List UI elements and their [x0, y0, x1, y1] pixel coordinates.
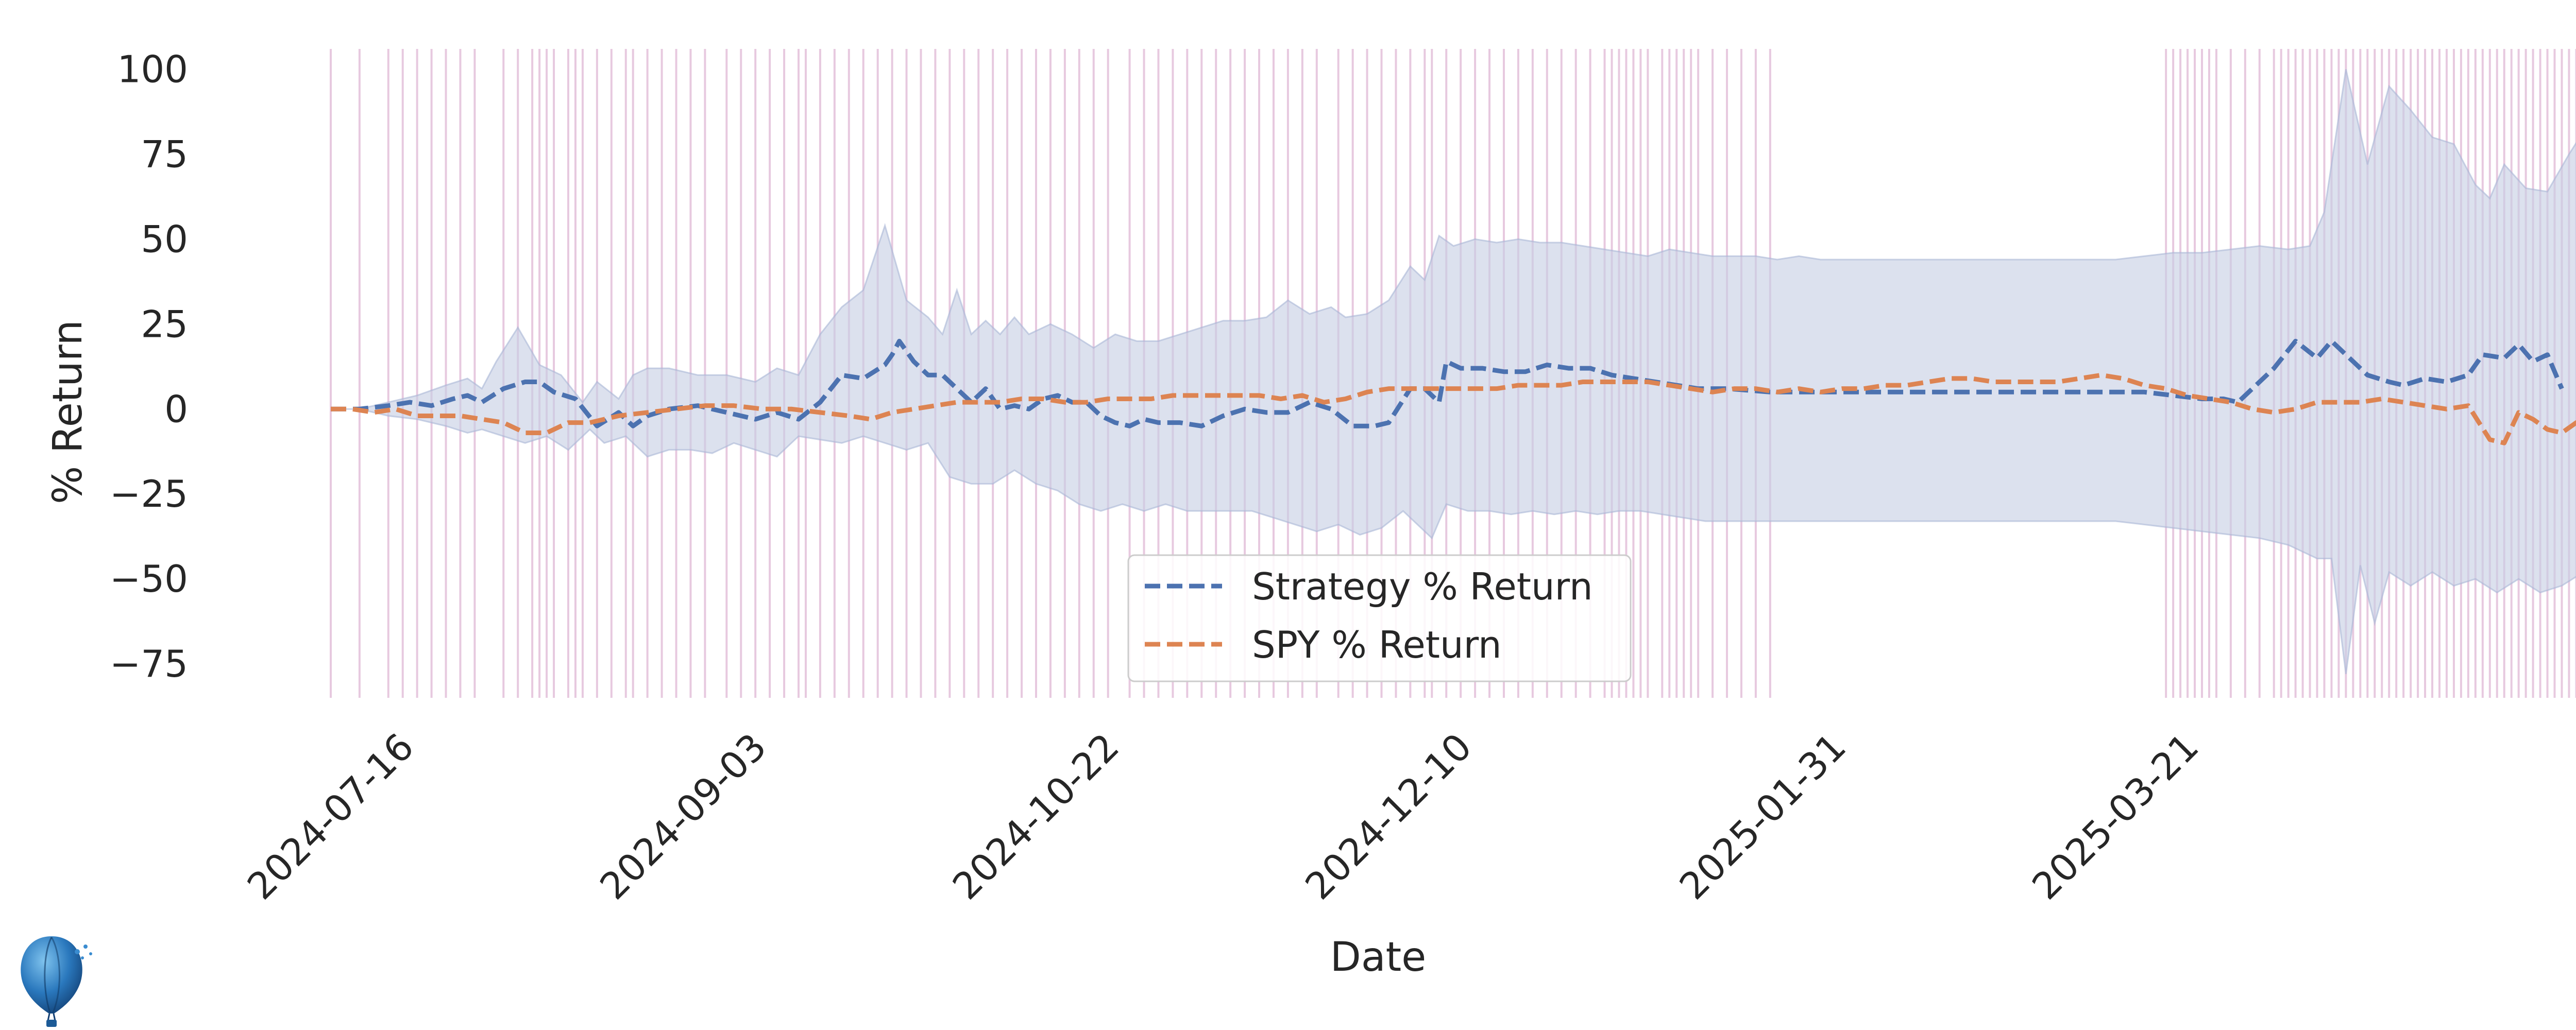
legend-box [1127, 554, 1632, 682]
legend-label-spy: SPY % Return [1252, 623, 1502, 666]
legend: Strategy % Return SPY % Return [1127, 554, 1632, 682]
y-tick-label: 75 [141, 133, 188, 176]
y-tick-label: 25 [141, 302, 188, 346]
legend-label-strategy: Strategy % Return [1252, 565, 1593, 608]
strategy-line [331, 338, 2564, 428]
x-tick-label: 2024-10-22 [944, 725, 1127, 908]
y-tick-label: 100 [117, 48, 188, 91]
y-tick-label: 50 [141, 217, 188, 261]
y-axis-ticks: 100 75 50 25 0 −25 −50 −75 [110, 48, 188, 685]
y-tick-label: −25 [110, 472, 188, 516]
balloon-logo [21, 936, 92, 1027]
confidence-band-area [331, 69, 2576, 675]
x-tick-label: 2025-03-21 [2024, 725, 2207, 908]
series-lines [331, 338, 2576, 445]
x-tick-label: 2024-12-10 [1297, 725, 1480, 908]
y-tick-label: −75 [110, 642, 188, 685]
y-axis-label: % Return [45, 320, 91, 504]
y-tick-label: −50 [110, 557, 188, 600]
confidence-band [331, 69, 2576, 675]
spy-line [331, 372, 2576, 445]
y-tick-label: 0 [164, 387, 188, 431]
x-axis-label: Date [1330, 934, 1426, 981]
x-tick-label: 2025-01-31 [1671, 725, 1854, 908]
x-axis-ticks: 2024-07-16 2024-09-03 2024-10-22 2024-12-10… [239, 725, 2207, 908]
x-tick-label: 2024-09-03 [591, 725, 774, 908]
x-tick-label: 2024-07-16 [239, 725, 422, 908]
